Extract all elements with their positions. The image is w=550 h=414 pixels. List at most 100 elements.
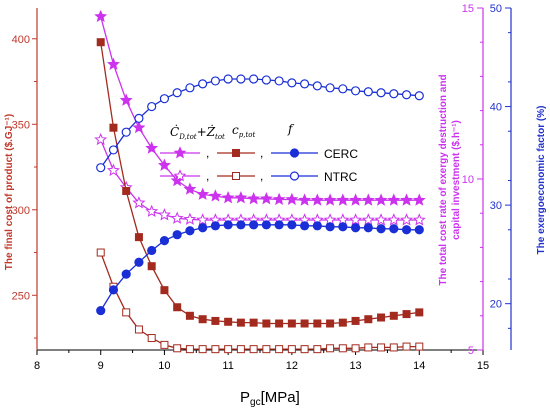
data-point <box>96 248 105 257</box>
left-axis-title: The final cost of product ($.GJ⁻¹) <box>4 114 15 270</box>
right1-tick-label: 15 <box>462 3 474 15</box>
data-point <box>221 190 235 204</box>
data-point <box>236 318 245 327</box>
x-tick-label: 13 <box>349 360 361 372</box>
legend-row-ntrc <box>160 169 318 182</box>
data-point <box>313 319 322 328</box>
data-point <box>401 90 412 100</box>
data-point <box>160 340 169 349</box>
legend-row-cerc <box>160 146 318 159</box>
data-point <box>349 193 363 206</box>
data-point <box>364 315 373 324</box>
x-tick-label: 11 <box>222 360 233 372</box>
data-point <box>387 213 401 226</box>
data-point <box>389 224 399 234</box>
data-point <box>349 213 363 226</box>
data-point <box>185 83 195 93</box>
data-point <box>122 308 131 317</box>
series-layer <box>94 9 426 354</box>
data-point <box>234 190 248 204</box>
data-point <box>211 316 220 325</box>
data-point <box>109 123 118 132</box>
data-point <box>274 220 284 230</box>
data-point <box>132 120 146 134</box>
data-point <box>361 193 375 206</box>
data-point <box>351 344 360 353</box>
data-point <box>323 193 337 206</box>
data-point <box>412 213 426 226</box>
legend-comma: , <box>206 146 209 160</box>
series-cerc-exergoeconomic-factor <box>96 220 424 316</box>
data-point <box>134 233 143 242</box>
data-point <box>134 257 144 267</box>
x-tick-label: 15 <box>477 360 489 372</box>
right1-tick-label: 10 <box>462 174 474 186</box>
right1-axis-title-line2: capital investment ($.h⁻¹) <box>451 120 462 240</box>
data-point <box>300 345 309 354</box>
data-point <box>247 191 261 205</box>
axes: 8 9 10 11 12 13 14 15 250 300 350 400 5 10 15 20 30 40 50 <box>12 3 512 372</box>
data-point <box>313 345 322 354</box>
data-point <box>249 74 259 84</box>
right2-tick-label: 30 <box>490 200 502 212</box>
data-point <box>312 221 322 231</box>
data-point <box>287 78 297 88</box>
x-axis-title: Pgc[MPa] <box>240 389 300 408</box>
data-point <box>287 220 297 230</box>
data-point <box>414 225 424 235</box>
data-point <box>147 101 157 112</box>
data-point <box>198 345 207 354</box>
series-ntrc-final-cost <box>96 248 424 354</box>
data-point <box>157 208 171 221</box>
data-point <box>210 76 220 86</box>
x-tick-label: 10 <box>158 360 170 372</box>
data-point <box>236 345 245 354</box>
data-point <box>198 79 208 89</box>
data-point <box>134 113 144 123</box>
data-point <box>210 221 220 231</box>
data-point <box>363 87 373 97</box>
data-point <box>275 345 284 354</box>
legend-comma: , <box>260 169 263 183</box>
data-point <box>185 311 194 320</box>
data-point <box>389 311 398 320</box>
data-point <box>185 226 195 236</box>
data-point <box>300 221 310 231</box>
data-point <box>108 145 119 155</box>
right2-tick-label: 20 <box>490 299 502 311</box>
data-point <box>338 344 347 353</box>
legend-cost-rate-symbol: ĊD,tot+Żtot <box>170 123 225 141</box>
right2-tick-label: 40 <box>490 102 502 114</box>
data-point <box>374 213 388 226</box>
data-point <box>159 94 170 104</box>
data-point <box>275 319 284 328</box>
data-point <box>145 141 159 154</box>
left-tick-label: 400 <box>12 34 30 46</box>
data-point <box>96 305 106 316</box>
data-point <box>287 319 296 328</box>
data-point <box>172 230 182 240</box>
data-point <box>170 211 184 224</box>
data-point <box>325 222 335 232</box>
data-point <box>173 344 182 353</box>
series-cerc-cost-rate-total <box>94 9 426 206</box>
data-point <box>414 91 424 101</box>
data-point <box>350 86 361 96</box>
data-point <box>232 149 240 157</box>
x-tick-label: 9 <box>98 360 104 372</box>
data-point <box>147 334 156 343</box>
x-tick-label: 12 <box>286 360 298 372</box>
data-point <box>224 317 233 326</box>
data-point <box>310 193 324 206</box>
data-point <box>223 74 233 84</box>
data-point <box>134 325 143 334</box>
data-point <box>376 224 386 234</box>
data-point <box>374 193 388 206</box>
data-point <box>249 345 258 354</box>
data-point <box>261 75 271 85</box>
data-point <box>262 345 271 354</box>
data-point <box>376 88 386 98</box>
data-point <box>198 223 208 233</box>
data-point <box>259 191 273 205</box>
data-point <box>173 169 187 182</box>
